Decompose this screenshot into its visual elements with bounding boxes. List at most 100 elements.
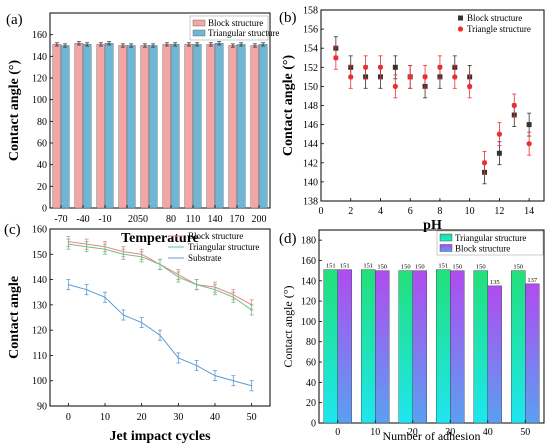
x-tick-label: 0 — [335, 427, 340, 438]
bar — [126, 45, 136, 209]
data-point — [467, 83, 473, 89]
y-tick-label: 142 — [303, 158, 318, 169]
x-tick-label: 80 — [166, 214, 176, 225]
panel-label: (a) — [6, 12, 23, 28]
bar — [140, 45, 150, 209]
x-tick-label: 14 — [524, 206, 534, 217]
data-label: 150 — [377, 264, 387, 271]
legend-label: Block structure — [188, 231, 243, 241]
x-tick-label: -70 — [54, 214, 67, 225]
data-point — [392, 83, 398, 89]
bar — [82, 44, 92, 209]
y-tick-label: 130 — [32, 300, 47, 311]
y-tick-label: 80 — [37, 117, 47, 128]
legend-swatch — [439, 244, 453, 252]
y-tick-label: 60 — [37, 139, 47, 150]
plot-frame — [320, 9, 545, 202]
x-axis-label: Number of adhesion — [383, 429, 481, 443]
y-tick-label: 150 — [303, 82, 318, 93]
legend-swatch — [192, 29, 206, 37]
y-axis-label: Contact angle — [7, 276, 22, 359]
x-tick-label: 40 — [210, 412, 220, 423]
x-tick-label: 4 — [378, 206, 383, 217]
bar — [412, 270, 427, 424]
x-tick-label: 140 — [208, 214, 223, 225]
bar — [375, 270, 390, 424]
panel-a-chart: -70 -40 -10 2050 80 110 140 170 200 0 20 40 60 80 100 1… — [6, 12, 279, 246]
legend-label: Block structure — [467, 13, 522, 23]
bar — [525, 283, 540, 424]
bar — [96, 44, 106, 209]
y-tick-label: 146 — [303, 120, 318, 131]
y-tick-label: 156 — [303, 25, 318, 36]
x-tick-label: 30 — [173, 412, 183, 423]
bar — [473, 270, 488, 424]
data-point — [437, 64, 443, 70]
legend-label: Substrate — [188, 253, 222, 263]
bar — [74, 43, 84, 209]
bar — [52, 44, 62, 209]
x-tick-label: 2050 — [128, 214, 148, 225]
data-point — [526, 141, 532, 147]
legend-label: Triangular structure — [188, 242, 259, 252]
data-label: 151 — [363, 263, 373, 270]
data-point — [377, 64, 384, 70]
legend-label: Triangular structure — [455, 233, 526, 243]
bar — [511, 270, 526, 424]
data-label: 150 — [452, 264, 462, 271]
y-axis-label: Contact angle (°) — [7, 60, 22, 162]
x-tick-label: 20 — [137, 412, 147, 423]
x-axis-label: pH — [423, 218, 442, 233]
x-tick-label: 0 — [319, 206, 324, 217]
y-tick-label: 20 — [37, 182, 47, 193]
y-tick-label: 152 — [303, 63, 318, 74]
y-tick-label: 100 — [32, 95, 47, 106]
bar — [337, 269, 352, 424]
bar — [170, 44, 180, 209]
y-tick-label: 144 — [303, 139, 318, 150]
x-tick-label: 50 — [520, 427, 530, 438]
legend-label: Block structure — [455, 244, 510, 254]
data-point — [392, 64, 398, 70]
y-tick-label: 0 — [311, 419, 316, 430]
y-tick-label: 148 — [303, 101, 318, 112]
bar — [192, 44, 202, 209]
legend-marker — [457, 26, 464, 32]
legend-label: Block structure — [208, 18, 263, 28]
y-tick-label: 160 — [32, 30, 47, 41]
y-tick-label: 120 — [32, 326, 47, 337]
data-point — [348, 74, 354, 80]
bar — [162, 44, 172, 209]
legend-swatch — [439, 233, 453, 242]
x-axis-label: Temperature — [121, 231, 199, 246]
x-tick-label: 10 — [370, 427, 380, 438]
x-tick-label: 170 — [230, 214, 245, 225]
x-tick-label: 200 — [252, 214, 267, 225]
bar — [236, 44, 246, 209]
y-tick-label: 158 — [303, 6, 318, 17]
x-tick-label: 6 — [408, 206, 413, 217]
x-axis-label: Jet impact cycles — [109, 429, 211, 444]
y-tick-label: 60 — [306, 358, 316, 369]
data-point — [333, 55, 339, 61]
y-tick-label: 40 — [37, 160, 47, 171]
plot-frame — [318, 229, 545, 424]
data-label: 150 — [415, 264, 425, 271]
bar — [148, 45, 158, 209]
legend-marker — [458, 15, 463, 21]
data-point — [363, 64, 369, 70]
x-tick-label: -10 — [98, 214, 111, 225]
data-label: 137 — [527, 277, 538, 284]
x-tick-label: 110 — [186, 214, 201, 225]
data-point — [526, 122, 532, 128]
data-point — [481, 160, 488, 166]
y-tick-label: 140 — [301, 276, 316, 287]
y-tick-label: 80 — [306, 337, 316, 348]
bar — [206, 44, 216, 209]
legend-label: Triangular structure — [208, 28, 279, 38]
data-point — [422, 74, 428, 80]
data-label: 151 — [326, 263, 336, 270]
panel-c-chart: 0 10 20 30 40 50 90 100 110 120 130 140 150 160 Contac… — [4, 222, 271, 444]
y-tick-label: 140 — [303, 177, 318, 188]
bar — [258, 44, 268, 209]
